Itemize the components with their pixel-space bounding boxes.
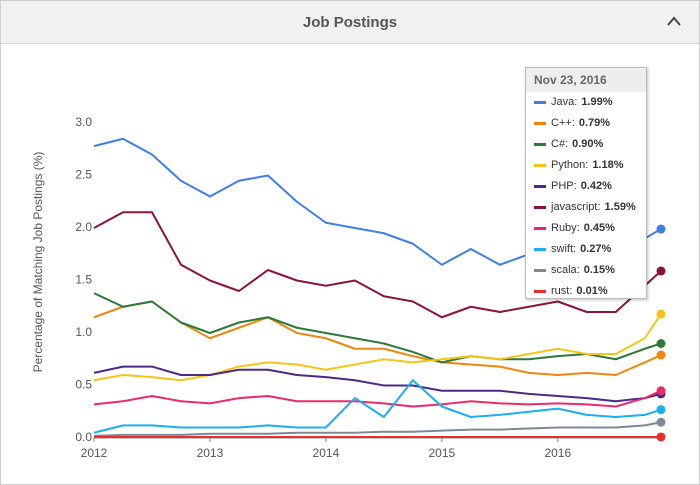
y-tick-label: 1.0 xyxy=(75,325,92,339)
series-line xyxy=(93,421,662,437)
tooltip-value: 0.01% xyxy=(576,285,608,297)
tooltip-row: C++0.79% xyxy=(526,113,646,134)
legend-swatch xyxy=(534,121,546,125)
legend-swatch xyxy=(534,163,546,167)
legend-swatch xyxy=(534,268,546,272)
legend-swatch xyxy=(534,289,546,293)
x-tick-label: 2016 xyxy=(544,446,571,460)
legend-label: rust xyxy=(551,285,572,297)
tooltip-row: PHP0.42% xyxy=(526,176,646,197)
end-point xyxy=(656,309,666,319)
end-point xyxy=(656,432,666,442)
tooltip-value: 1.18% xyxy=(592,159,624,171)
end-point xyxy=(656,417,666,427)
legend-swatch xyxy=(534,247,546,251)
tooltip-value: 0.27% xyxy=(580,243,612,255)
tooltip-row: Python 1.18% xyxy=(526,155,646,176)
series-line xyxy=(93,379,662,434)
tooltip-value: 0.45% xyxy=(583,222,615,234)
tooltip-row: scala0.15% xyxy=(526,260,646,281)
end-point xyxy=(656,386,666,396)
legend-label: Java xyxy=(551,96,577,108)
tooltip-value: 1.99% xyxy=(581,96,613,108)
series-line xyxy=(93,389,662,408)
tooltip-row: swift 0.27% xyxy=(526,239,646,260)
series-line xyxy=(93,365,662,403)
legend-label: C++ xyxy=(551,117,575,129)
tooltip-value: 0.79% xyxy=(578,117,611,129)
end-point xyxy=(656,405,666,415)
series-line xyxy=(93,292,662,364)
legend-swatch xyxy=(534,100,546,104)
legend-label: javascript xyxy=(551,201,601,213)
chart: Percentage of Matching Job Postings (%) … xyxy=(31,115,666,460)
series-line xyxy=(93,313,662,382)
x-tick-label: 2015 xyxy=(429,446,456,460)
collapse-button[interactable] xyxy=(667,16,681,26)
series-line xyxy=(93,211,662,319)
legend-swatch xyxy=(534,184,546,188)
tooltip-row: rust 0.01% xyxy=(526,281,646,302)
legend-label: Ruby xyxy=(551,222,580,234)
tooltip-value: 0.42% xyxy=(580,180,612,192)
y-tick-label: 3.0 xyxy=(75,115,92,129)
tooltip-value: 0.15% xyxy=(583,264,615,276)
x-tick-label: 2014 xyxy=(313,446,340,460)
legend-label: PHP xyxy=(551,180,577,192)
legend-swatch xyxy=(534,205,546,209)
legend-swatch xyxy=(534,226,546,230)
panel-header[interactable]: Job Postings xyxy=(1,1,699,44)
legend-swatch xyxy=(534,142,546,146)
end-point xyxy=(656,224,666,234)
tooltip-title: Nov 23, 2016 xyxy=(526,68,646,92)
end-point xyxy=(656,339,666,348)
tooltip-value: 0.90% xyxy=(572,138,604,150)
y-tick-label: 2.0 xyxy=(75,220,92,234)
y-tick-label: 1.5 xyxy=(75,273,92,287)
legend-label: C# xyxy=(551,138,568,150)
tooltip-row: Ruby0.45% xyxy=(526,218,646,239)
tooltip-row: javascript1.59% xyxy=(526,197,646,218)
legend-label: Python xyxy=(551,159,588,171)
end-point xyxy=(656,350,666,360)
tooltip-value: 1.59% xyxy=(604,201,636,213)
series-line xyxy=(93,300,662,376)
y-tick-label: 0.5 xyxy=(75,378,92,392)
panel-title: Job Postings xyxy=(302,14,398,31)
x-tick-label: 2012 xyxy=(81,446,108,460)
tooltip-row: Java 1.99% xyxy=(526,92,646,113)
legend-label: scala xyxy=(551,264,580,276)
y-tick-label: 2.5 xyxy=(75,168,92,182)
tooltip: Nov 23, 2016 Java 1.99% C++0.79% C# 0.90% Pyth… xyxy=(525,67,647,299)
y-tick-label: 0.0 xyxy=(75,430,92,444)
legend-label: swift xyxy=(551,243,576,255)
x-tick-label: 2013 xyxy=(197,446,224,460)
y-axis-label: Percentage of Matching Job Postings (%) xyxy=(31,152,45,373)
tooltip-row: C# 0.90% xyxy=(526,134,646,155)
end-point xyxy=(656,266,666,276)
